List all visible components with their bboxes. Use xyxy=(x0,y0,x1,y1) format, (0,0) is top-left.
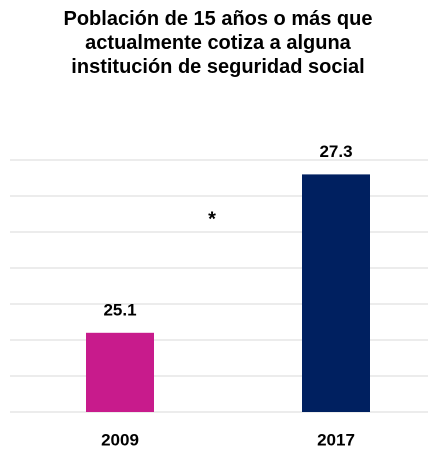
bar xyxy=(86,332,154,412)
x-tick-label: 2017 xyxy=(317,430,355,449)
annotation: * xyxy=(208,208,216,230)
value-label: 25.1 xyxy=(103,300,136,319)
x-tick-label: 2009 xyxy=(101,430,139,449)
bar xyxy=(302,174,370,412)
value-label: 27.3 xyxy=(319,142,352,161)
chart-title: Población de 15 años o más que actualmen… xyxy=(63,8,373,78)
